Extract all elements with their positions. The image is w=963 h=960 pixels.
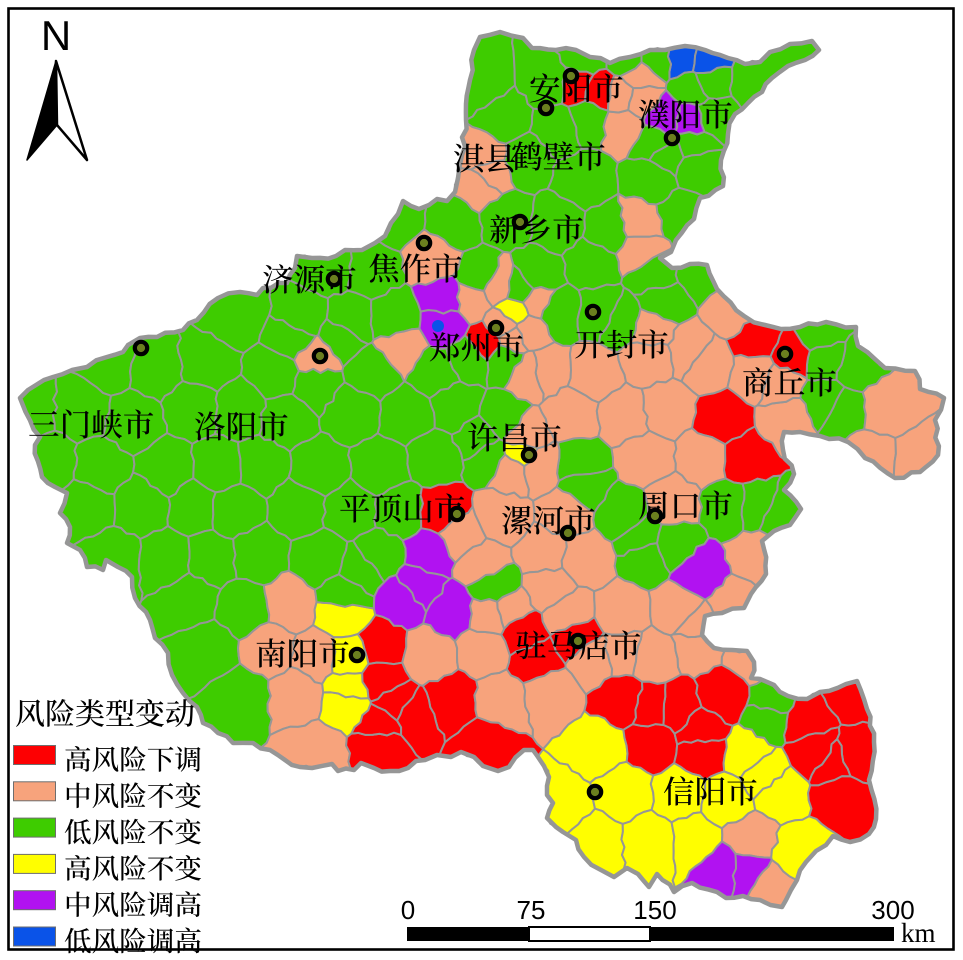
svg-text:0: 0 bbox=[401, 895, 415, 925]
svg-text:km: km bbox=[901, 918, 936, 948]
svg-text:N: N bbox=[41, 12, 71, 59]
svg-text:150: 150 bbox=[633, 895, 676, 925]
svg-text:300: 300 bbox=[871, 895, 914, 925]
svg-text:75: 75 bbox=[517, 895, 546, 925]
